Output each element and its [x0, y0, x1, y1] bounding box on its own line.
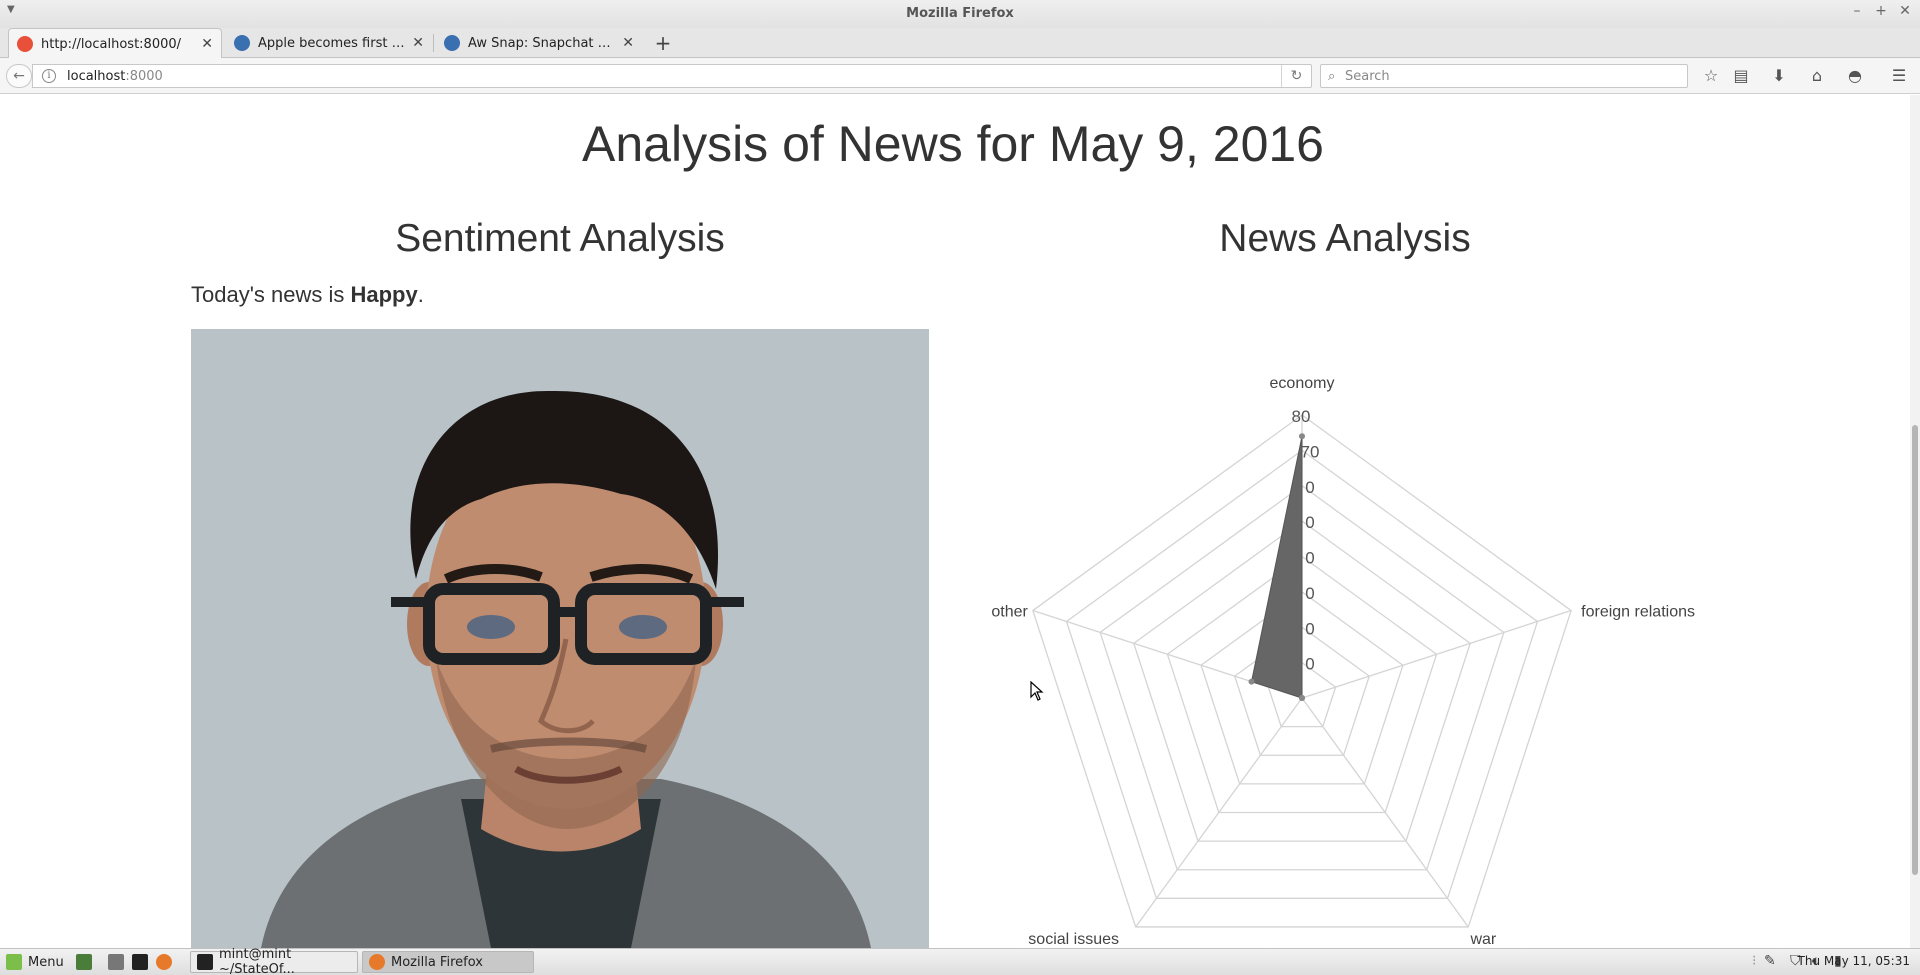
url-text[interactable]: localhost:8000	[67, 69, 163, 84]
radar-data-point	[1299, 433, 1305, 440]
battery-icon[interactable]: ▮	[1834, 953, 1842, 969]
search-placeholder: Search	[1345, 69, 1390, 84]
bookmark-star-icon[interactable]: ☆	[1703, 66, 1719, 85]
tab-close-icon[interactable]: ✕	[201, 36, 213, 52]
tab-close-icon[interactable]: ✕	[412, 35, 424, 51]
terminal-icon	[197, 954, 213, 970]
tab-separator	[433, 34, 434, 52]
firefox-icon	[369, 954, 385, 970]
sentiment-prefix: Today's news is	[191, 282, 351, 307]
tab-localhost[interactable]: http://localhost:8000/ ✕	[8, 28, 222, 59]
tab-apple[interactable]: Apple becomes first com... ✕	[226, 28, 432, 58]
tab-favicon-icon	[17, 36, 33, 52]
search-icon: ⌕	[1328, 69, 1336, 84]
radar-grid-ring	[1200, 591, 1404, 785]
sentiment-sentence: Today's news is Happy.	[191, 282, 424, 308]
site-info-icon[interactable]: i	[42, 69, 56, 83]
radar-tick-label: 0	[1305, 478, 1314, 497]
radar-grid-ring	[1133, 520, 1471, 842]
minimize-icon[interactable]: –	[1853, 3, 1861, 19]
taskbar: Menu mint@mint ~/StateOf... Mozilla Fire…	[0, 947, 1920, 975]
page-scrollbar[interactable]	[1910, 95, 1920, 948]
radar-tick-label: 0	[1305, 619, 1314, 638]
window-menu-icon[interactable]: ▼	[7, 4, 15, 15]
radar-tick-label: 0	[1305, 549, 1314, 568]
hamburger-menu-icon[interactable]: ☰	[1891, 66, 1907, 85]
radar-axis-line	[1135, 697, 1303, 928]
radar-axis-label: economy	[1270, 375, 1335, 392]
firefox-launcher-icon[interactable]	[156, 954, 172, 970]
shield-icon[interactable]: ⛉	[1790, 953, 1801, 969]
scrollbar-thumb[interactable]	[1912, 425, 1918, 875]
radar-grid-ring	[1032, 414, 1572, 928]
url-host: localhost	[67, 69, 126, 84]
radar-tick-label: 0	[1305, 513, 1314, 532]
tab-close-icon[interactable]: ✕	[622, 35, 634, 51]
close-window-icon[interactable]: ✕	[1899, 3, 1911, 19]
downloads-icon[interactable]: ⬇	[1772, 66, 1786, 85]
radar-tick-label: 80	[1292, 407, 1311, 426]
url-port: :8000	[125, 69, 163, 84]
news-heading: News Analysis	[1219, 217, 1471, 260]
tab-favicon-icon	[444, 35, 460, 51]
page-title: Analysis of News for May 9, 2016	[582, 116, 1324, 172]
file-manager-icon[interactable]	[108, 954, 124, 970]
window-titlebar: ▼ Mozilla Firefox – + ✕	[0, 0, 1920, 28]
portrait-illustration	[191, 329, 929, 948]
tab-label: http://localhost:8000/	[41, 36, 182, 52]
sentiment-photo	[191, 329, 929, 948]
radar-tick-label: 0	[1305, 655, 1314, 674]
volume-icon[interactable]: 🔈︎	[1812, 953, 1821, 969]
search-input[interactable]: ⌕ Search	[1320, 64, 1688, 88]
reload-icon[interactable]: ↻	[1281, 65, 1311, 87]
tab-strip: http://localhost:8000/ ✕ Apple becomes f…	[0, 28, 1920, 59]
taskbar-item-label: Mozilla Firefox	[391, 954, 483, 970]
terminal-launcher-icon[interactable]	[132, 954, 148, 970]
radar-axis-line	[1301, 609, 1572, 699]
window-title: Mozilla Firefox	[906, 6, 1014, 21]
taskbar-clock[interactable]: Thu May 11, 05:31	[1797, 954, 1910, 968]
home-icon[interactable]: ⌂	[1811, 66, 1823, 85]
radar-data-area	[1250, 436, 1303, 699]
radar-axis-label: other	[991, 604, 1028, 621]
network-icon[interactable]: ✎	[1764, 953, 1776, 969]
new-tab-button[interactable]: +	[654, 31, 672, 55]
tab-favicon-icon	[234, 35, 250, 51]
tray-handle-icon: ⁝	[1752, 953, 1757, 969]
show-desktop-icon[interactable]	[76, 954, 92, 970]
radar-grid-ring	[1099, 484, 1505, 871]
radar-data-point	[1299, 695, 1305, 701]
sentiment-heading: Sentiment Analysis	[395, 217, 725, 260]
radar-tick-label: 70	[1301, 442, 1320, 461]
radar-grid-ring	[1166, 555, 1438, 814]
radar-grid-ring	[1233, 626, 1371, 756]
mint-logo-icon	[6, 954, 22, 970]
back-button[interactable]: ←	[6, 64, 32, 88]
pocket-icon[interactable]: ◓	[1848, 66, 1862, 85]
start-menu-button[interactable]: Menu	[6, 951, 64, 973]
mouse-cursor-icon	[1030, 681, 1044, 701]
sentiment-mood: Happy	[350, 282, 418, 307]
radar-axis-label: foreign relations	[1581, 604, 1695, 621]
page-viewport: Analysis of News for May 9, 2016 Sentime…	[0, 95, 1920, 948]
tab-label: Apple becomes first com...	[258, 35, 407, 51]
taskbar-item-label: mint@mint ~/StateOf...	[219, 947, 295, 975]
radar-axis-label: social issues	[1028, 931, 1119, 948]
radar-axis-label: war	[1469, 931, 1496, 948]
url-bar[interactable]: i localhost:8000 ↻	[32, 64, 1312, 88]
tab-snapchat[interactable]: Aw Snap: Snapchat paren... ✕	[436, 28, 642, 58]
maximize-icon[interactable]: +	[1875, 3, 1887, 19]
bookmarks-menu-icon[interactable]: ▤	[1733, 66, 1749, 85]
navigation-bar: ← i localhost:8000 ↻ ⌕ Search ☆ ▤ ⬇ ⌂ ◓ …	[0, 58, 1920, 94]
sentiment-suffix: .	[417, 282, 424, 307]
tab-label: Aw Snap: Snapchat paren...	[468, 35, 616, 51]
taskbar-terminal[interactable]: mint@mint ~/StateOf...	[190, 947, 358, 975]
radar-grid-ring	[1065, 449, 1539, 899]
taskbar-firefox[interactable]: Mozilla Firefox	[362, 951, 534, 973]
radar-data-point	[1248, 678, 1255, 685]
radar-axis-line	[1301, 697, 1469, 928]
menu-label: Menu	[28, 954, 64, 970]
radar-tick-label: 0	[1305, 584, 1314, 603]
news-radar-chart: 0 0 0 0 0 0 70 80 economy foreign relations war so…	[991, 375, 1695, 948]
